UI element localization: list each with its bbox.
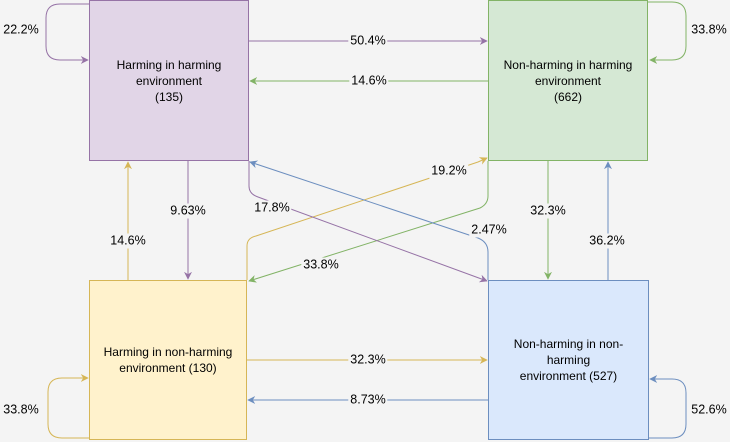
edge-hh-self-loop bbox=[45, 3, 89, 64]
edge-label-nn-to-nh: 36.2% bbox=[587, 233, 627, 249]
edge-label-hh-to-hn: 9.63% bbox=[168, 203, 208, 219]
node-non-harming-in-non-harming-line2: environment (527) bbox=[519, 369, 618, 383]
node-harming-in-non-harming: Harming in non-harming environment (130) bbox=[89, 280, 247, 440]
node-non-harming-in-harming: Non-harming in harming environment (662) bbox=[488, 0, 648, 161]
edge-label-nh-to-hh: 14.6% bbox=[349, 73, 389, 89]
edge-label-nn-to-hh: 2.47% bbox=[469, 222, 509, 238]
edge-label-nh-to-nn: 32.3% bbox=[528, 203, 568, 219]
node-non-harming-in-harming-line2: environment bbox=[534, 73, 602, 88]
edge-label-nn-self: 52.6% bbox=[691, 402, 727, 417]
edge-hn-self-loop bbox=[47, 374, 89, 439]
edge-hh-to-nn bbox=[248, 161, 488, 283]
edge-label-hn-to-nh: 19.2% bbox=[429, 163, 469, 179]
node-non-harming-in-non-harming-line1: Non-harming in non-harming bbox=[513, 337, 624, 367]
edge-nh-to-hn bbox=[248, 161, 489, 283]
edge-nn-self-loop bbox=[649, 375, 687, 439]
node-harming-in-non-harming-line2: environment (130) bbox=[119, 361, 217, 375]
edge-label-hn-to-nn: 32.3% bbox=[348, 352, 388, 368]
edge-nn-to-hh bbox=[249, 160, 489, 280]
node-non-harming-in-harming-line1: Non-harming in harming bbox=[503, 57, 633, 72]
edge-label-nh-to-hn: 33.8% bbox=[301, 257, 341, 273]
edge-label-hh-to-nn: 17.8% bbox=[252, 200, 292, 216]
edge-hn-to-nh bbox=[246, 157, 488, 280]
node-harming-in-harming-line2: environment bbox=[135, 73, 203, 88]
edge-label-hn-to-hh: 14.6% bbox=[108, 233, 148, 249]
edge-nh-self-loop bbox=[648, 1, 687, 64]
node-non-harming-in-harming-count: (662) bbox=[553, 89, 582, 104]
node-harming-in-harming-line1: Harming in harming bbox=[116, 57, 222, 72]
edge-label-hn-self: 33.8% bbox=[3, 402, 39, 417]
edge-label-nh-self: 33.8% bbox=[691, 22, 727, 37]
node-harming-in-non-harming-line1: Harming in non-harming bbox=[103, 345, 233, 359]
edge-label-hh-to-nh: 50.4% bbox=[348, 33, 388, 49]
node-harming-in-harming-count: (135) bbox=[154, 89, 183, 104]
edge-label-hh-self: 22.2% bbox=[3, 22, 39, 37]
node-non-harming-in-non-harming: Non-harming in non-harming environment (… bbox=[488, 280, 649, 440]
node-harming-in-harming: Harming in harming environment (135) bbox=[89, 0, 249, 161]
edge-label-nn-to-hn: 8.73% bbox=[348, 392, 388, 408]
